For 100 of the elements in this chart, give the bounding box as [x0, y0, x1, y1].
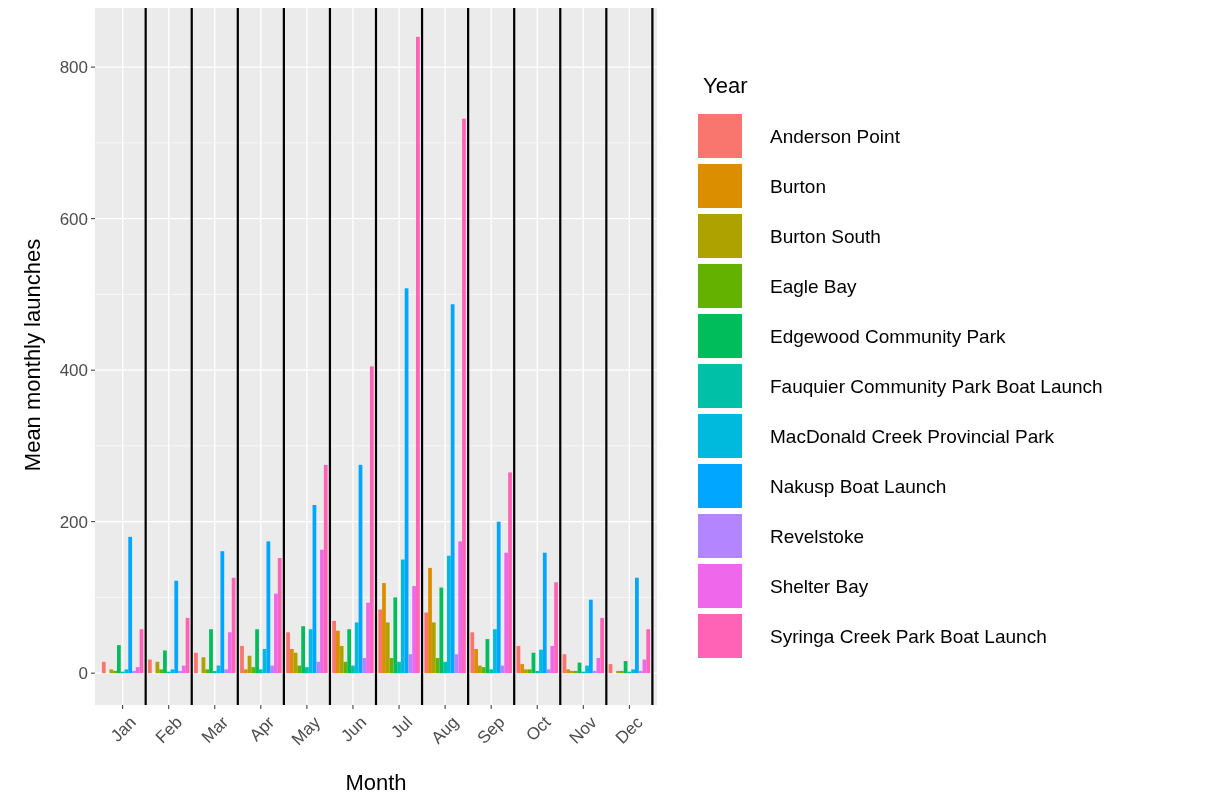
y-tick-label: 400 — [59, 361, 88, 381]
x-tick-label: Apr — [245, 712, 279, 745]
legend-label: Burton — [770, 175, 826, 197]
bar — [163, 650, 167, 674]
bar — [470, 632, 475, 674]
bar — [297, 665, 302, 674]
y-axis-title: Mean monthly launches — [20, 238, 45, 472]
bar — [270, 665, 275, 674]
x-tick-label: Jan — [107, 712, 140, 746]
bar — [332, 620, 337, 674]
bar — [408, 654, 413, 674]
y-tick-label: 200 — [59, 512, 88, 532]
bar — [227, 632, 232, 674]
bar — [415, 36, 420, 674]
bar — [286, 632, 290, 674]
bar — [181, 665, 186, 674]
bar — [481, 667, 486, 674]
bar — [323, 464, 328, 674]
bar — [588, 599, 593, 674]
bar — [646, 629, 651, 674]
bar — [174, 580, 179, 674]
bar — [446, 555, 451, 674]
x-tick-label: Jun — [337, 712, 371, 746]
bar — [308, 629, 313, 674]
bar — [251, 667, 256, 674]
x-tick-label: Aug — [427, 712, 463, 748]
bar — [554, 582, 558, 674]
bar — [369, 366, 374, 674]
legend-label: Nakusp Boat Launch — [770, 475, 947, 497]
bar — [504, 552, 509, 674]
x-tick-label: Oct — [522, 712, 555, 745]
bar — [194, 652, 198, 674]
bar — [301, 626, 306, 674]
x-tick-label: Dec — [611, 712, 647, 748]
bar — [266, 541, 271, 674]
bar — [205, 669, 210, 674]
bar — [231, 577, 236, 674]
legend-label: Edgewood Community Park — [770, 325, 1006, 347]
bar — [496, 521, 501, 674]
bar — [424, 612, 429, 674]
bar — [539, 649, 543, 674]
bar — [277, 558, 282, 674]
bar — [412, 586, 416, 674]
bar — [258, 669, 263, 674]
bar — [378, 609, 383, 674]
bar — [596, 658, 601, 674]
bar — [524, 669, 528, 674]
bar — [101, 661, 106, 674]
bar — [542, 552, 547, 674]
bar — [585, 665, 589, 674]
bar — [255, 629, 259, 674]
bar — [128, 536, 133, 674]
bar — [289, 648, 294, 674]
bar — [397, 661, 401, 674]
bar — [493, 629, 497, 674]
bar — [431, 622, 436, 674]
y-tick-label: 600 — [59, 209, 88, 229]
bar — [600, 617, 605, 674]
bar — [450, 304, 455, 674]
bar — [508, 472, 512, 674]
x-tick-label: May — [287, 712, 325, 749]
bar — [274, 593, 278, 674]
bar — [520, 664, 525, 674]
bar — [489, 669, 494, 674]
bar — [135, 667, 140, 674]
bar — [477, 665, 482, 674]
x-tick-label: Nov — [565, 712, 601, 748]
legend-label: Shelter Bay — [770, 575, 869, 597]
bar — [220, 551, 225, 674]
bar — [240, 645, 244, 674]
bar — [527, 669, 532, 674]
legend-title: Year — [703, 73, 748, 98]
legend-label: Anderson Point — [770, 125, 901, 147]
bar — [385, 622, 390, 674]
bar — [439, 587, 444, 674]
bar — [428, 567, 432, 674]
bar — [354, 622, 359, 674]
bar — [109, 669, 114, 674]
bar — [550, 645, 555, 674]
bar — [362, 658, 367, 674]
bar — [458, 541, 463, 674]
bar — [474, 648, 478, 674]
bar — [147, 659, 152, 674]
bar — [339, 645, 344, 674]
bar — [462, 118, 466, 674]
bar — [347, 629, 352, 674]
legend-label: Fauquier Community Park Boat Launch — [770, 375, 1103, 397]
bar — [635, 577, 639, 674]
bar — [366, 602, 370, 674]
legend-label: Syringa Creek Park Boat Launch — [770, 625, 1047, 647]
bar — [400, 559, 405, 674]
bar — [443, 661, 447, 674]
bar — [305, 667, 309, 674]
x-axis-title: Month — [345, 770, 407, 795]
bar — [316, 661, 321, 674]
bar — [243, 669, 248, 674]
y-tick-label: 0 — [78, 664, 88, 684]
bar — [224, 669, 228, 674]
legend-label: Revelstoke — [770, 525, 864, 547]
bar — [320, 549, 324, 674]
